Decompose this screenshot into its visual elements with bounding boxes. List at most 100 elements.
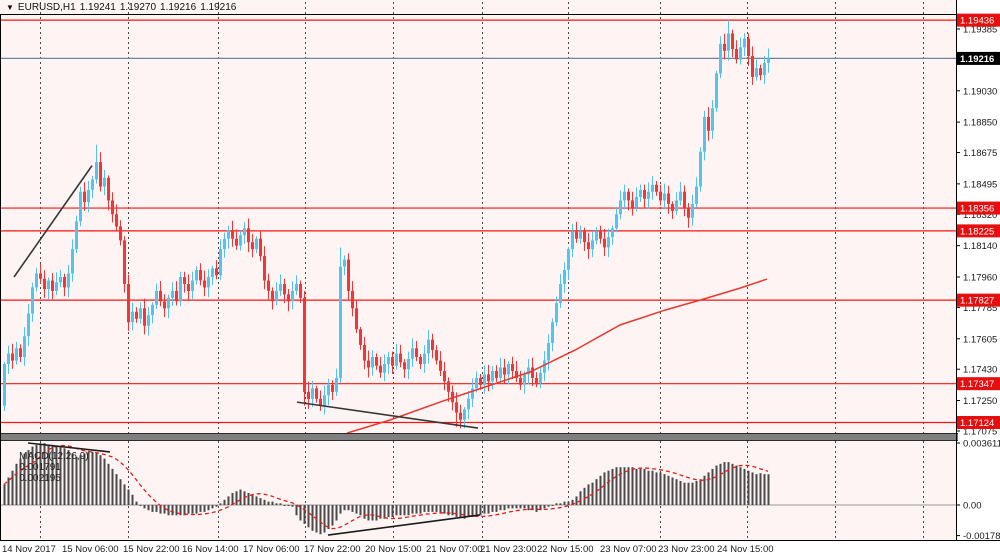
candle-body [723, 43, 726, 51]
macd-bar [647, 470, 650, 505]
candle-body [387, 357, 390, 364]
macd-histogram [3, 443, 770, 535]
candle-body [35, 273, 38, 288]
candle-body [719, 43, 722, 74]
macd-trendline[interactable] [27, 442, 111, 453]
macd-bar [479, 505, 482, 516]
price-level-badge-text: 1.17124 [960, 418, 994, 429]
price-level-badge-text: 1.18356 [960, 204, 994, 215]
candle-body [627, 191, 630, 201]
macd-bar [135, 501, 138, 505]
candle-body [543, 360, 546, 373]
candle-body [95, 162, 98, 180]
candle-body [75, 221, 78, 250]
pane-separator[interactable] [0, 433, 958, 440]
price-axis-tick: 1.19030 [963, 86, 997, 97]
candle-body [567, 249, 570, 270]
macd-bar [347, 505, 350, 511]
macd-bar [599, 475, 602, 505]
candle-body [211, 268, 214, 277]
macd-bar [295, 505, 298, 516]
candle-body [203, 280, 206, 288]
candle-body [455, 402, 458, 413]
macd-bar [335, 505, 338, 521]
candle-body [647, 191, 650, 199]
macd-bar [427, 505, 430, 512]
candle-body [691, 203, 694, 218]
macd-bar [379, 505, 382, 519]
macd-bar [303, 505, 306, 524]
macd-bar [759, 473, 762, 505]
macd-bar [255, 496, 258, 505]
symbol-marker-icon[interactable]: ▼ [6, 3, 14, 12]
candle-body [235, 238, 238, 246]
candle-body [391, 357, 394, 366]
macd-bar [491, 505, 494, 512]
macd-bar [547, 505, 550, 507]
candle-body [347, 259, 350, 291]
macd-bar [763, 474, 766, 505]
candle-body [139, 308, 142, 319]
candle-body [143, 308, 146, 326]
macd-bar [559, 503, 562, 505]
candle-body [599, 231, 602, 239]
candle-body [535, 377, 538, 384]
candle-body [335, 377, 338, 392]
candle-body [555, 303, 558, 323]
macd-bar [767, 474, 770, 505]
trendline[interactable] [296, 401, 479, 429]
candle-body [359, 329, 362, 345]
candle-body [63, 277, 66, 288]
macd-bar [283, 505, 286, 506]
price-axis-tick: 1.18140 [963, 241, 997, 252]
candle-body [255, 238, 258, 250]
macd-bar [275, 503, 278, 505]
current-price-badge [957, 51, 1000, 65]
macd-bar [151, 505, 154, 512]
macd-bar [279, 503, 282, 505]
price-axis-tick: 1.17075 [963, 427, 997, 438]
macd-bar [467, 505, 470, 517]
macd-bar [287, 505, 290, 506]
candle-body [651, 184, 654, 192]
price-level-badge-text: 1.17827 [960, 296, 994, 307]
macd-bar [603, 472, 606, 505]
candle-body [687, 207, 690, 218]
candle-body [491, 371, 494, 382]
macd-bar [423, 505, 426, 512]
macd-bar [743, 468, 746, 505]
macd-bar [519, 505, 522, 509]
candle-body [215, 268, 218, 276]
macd-bar [483, 505, 486, 514]
candle-body [715, 73, 718, 109]
macd-bar [23, 453, 26, 505]
macd-bar [731, 463, 734, 505]
macd-bar [3, 484, 6, 505]
macd-trendline[interactable] [327, 514, 481, 536]
macd-bar [443, 505, 446, 514]
candle-body [671, 203, 674, 211]
candle-body [287, 294, 290, 302]
candle-body [299, 284, 302, 298]
candle-body [527, 367, 530, 375]
macd-bar [615, 467, 618, 505]
price-level-badge [957, 415, 1000, 429]
macd-bar [459, 505, 462, 517]
candle-body [291, 290, 294, 302]
macd-bar [35, 444, 38, 505]
trendline[interactable] [13, 165, 93, 278]
macd-bar [651, 470, 654, 505]
macd-bar [195, 505, 198, 514]
candle-body [31, 287, 34, 314]
candle-body [655, 184, 658, 192]
candle-body [495, 371, 498, 378]
candle-body [423, 353, 426, 364]
candle-body [459, 412, 462, 420]
macd-bar [395, 505, 398, 516]
price-axis-tick: 1.17605 [963, 334, 997, 345]
price-level-badge-text: 1.18225 [960, 226, 994, 237]
macd-bar [687, 482, 690, 505]
macd-bar [527, 505, 530, 511]
